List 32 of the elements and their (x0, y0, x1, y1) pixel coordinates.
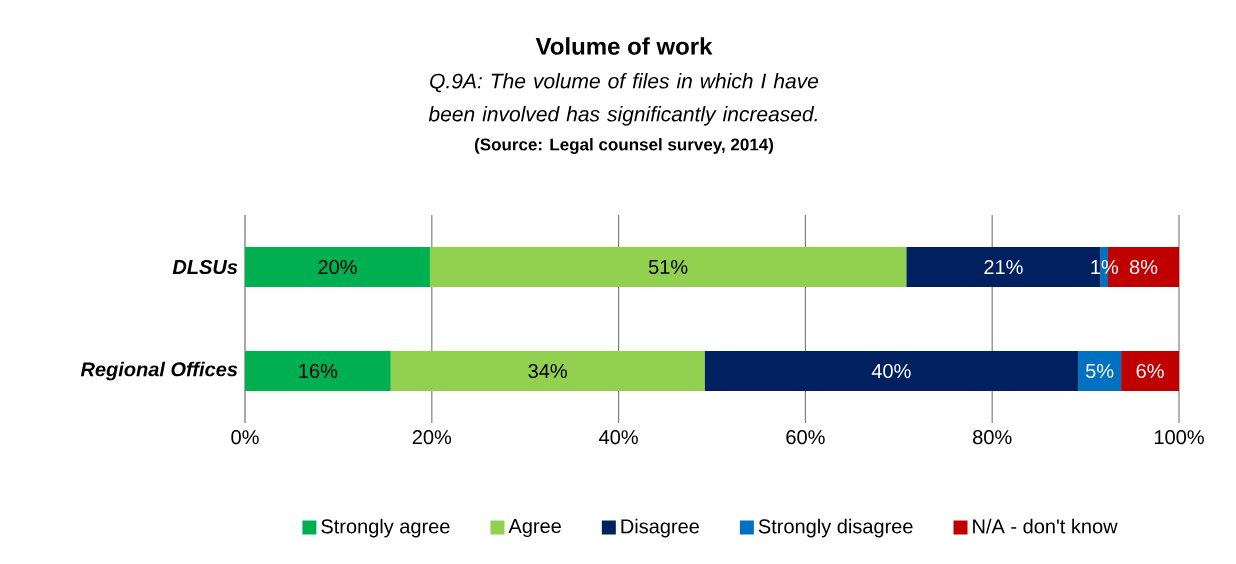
bar (1078, 351, 1122, 392)
x-tick-label: 0% (231, 430, 259, 445)
x-tick-label: 40% (599, 430, 638, 445)
data-label: 16% (299, 363, 338, 379)
chart-subtitle: Q.9A: The volume of files in which I have been involved has significantly increased. (428, 73, 819, 126)
legend-label: Disagree (621, 518, 699, 538)
bar (245, 351, 391, 392)
data-label: 51% (648, 259, 688, 275)
x-tick-label: 80% (973, 430, 1012, 445)
chart-title: Volume of work (535, 37, 713, 55)
x-tick-label: 20% (412, 430, 452, 445)
legend-label: N/A - don't know (973, 518, 1118, 534)
legend-label: Strongly agree (321, 518, 450, 538)
data-label: 5% (1085, 363, 1114, 379)
data-label: 6% (1136, 363, 1164, 379)
legend-label: Agree (508, 519, 561, 538)
bar (704, 351, 1079, 392)
text: (Source: Legal counsel survey, 2014) (474, 138, 774, 154)
data-label: 40% (871, 363, 911, 379)
data-label: 8% (1129, 259, 1158, 275)
y-tick-label: DLSUs (172, 259, 238, 275)
bar (390, 351, 705, 392)
data-label: 34% (528, 363, 567, 379)
data-label: 21% (984, 259, 1023, 275)
bar (245, 247, 430, 288)
x-tick-label: 60% (786, 430, 825, 445)
legend-label: Strongly disagree (758, 518, 913, 538)
bar (429, 247, 907, 288)
y-tick-label: Regional Offices (80, 361, 238, 381)
bar (1121, 351, 1180, 392)
data-label: 20% (318, 259, 357, 275)
x-tick-label: 100% (1154, 430, 1204, 445)
